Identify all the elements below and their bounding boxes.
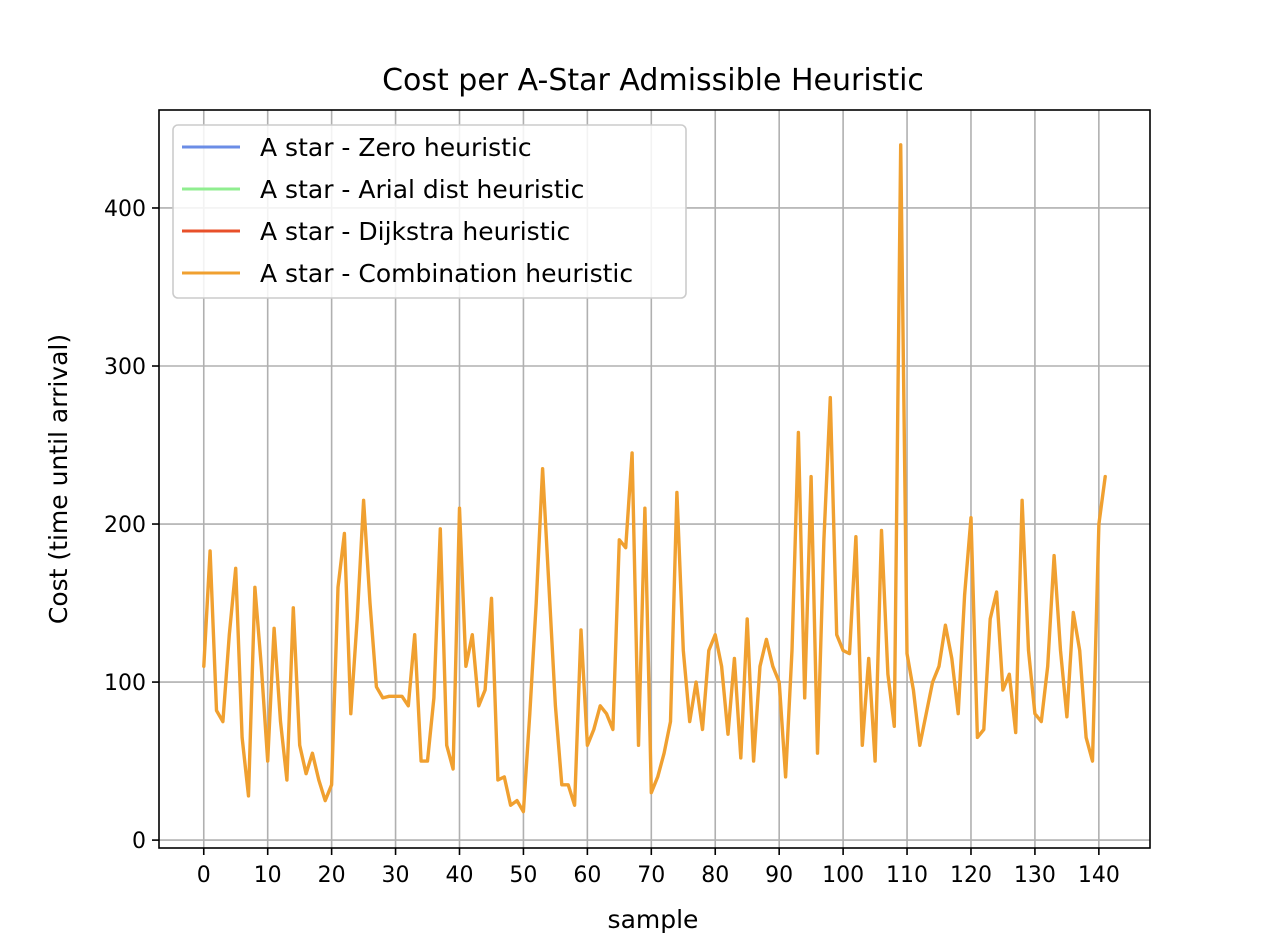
axis-ticks: 0 10 20 30 40 50 60 70 80 90 100 110 120 130 140 0 100 20… [104,197,1120,888]
x-tick-label: 60 [573,863,601,888]
chart-title: Cost per A-Star Admissible Heuristic [382,63,924,98]
legend: A star - Zero heuristic A star - Arial di… [172,124,687,299]
y-tick-label: 100 [104,671,146,696]
x-tick-label: 120 [950,863,992,888]
legend-label-4: A star - Combination heuristic [260,259,633,288]
y-tick-label: 400 [104,197,146,222]
x-tick-label: 20 [318,863,346,888]
legend-box [172,124,687,299]
x-tick-label: 70 [637,863,665,888]
x-tick-label: 10 [254,863,282,888]
x-axis-label: sample [608,905,699,934]
x-tick-label: 130 [1014,863,1056,888]
x-tick-label: 0 [197,863,211,888]
y-tick-label: 200 [104,513,146,538]
y-tick-label: 300 [104,355,146,380]
legend-label-2: A star - Arial dist heuristic [260,175,584,204]
x-tick-label: 90 [765,863,793,888]
x-tick-label: 140 [1078,863,1120,888]
x-tick-label: 80 [701,863,729,888]
y-axis-label: Cost (time until arrival) [44,334,73,624]
y-tick-label: 0 [132,829,146,854]
plot-frame [158,109,1151,849]
series-line-4 [202,143,1107,814]
x-tick-label: 100 [822,863,864,888]
legend-label-1: A star - Zero heuristic [260,133,532,162]
x-tick-label: 110 [886,863,928,888]
x-tick-label: 30 [382,863,410,888]
x-tick-label: 50 [509,863,537,888]
series-lines [202,143,1107,814]
legend-label-3: A star - Dijkstra heuristic [260,217,570,246]
x-tick-label: 40 [445,863,473,888]
